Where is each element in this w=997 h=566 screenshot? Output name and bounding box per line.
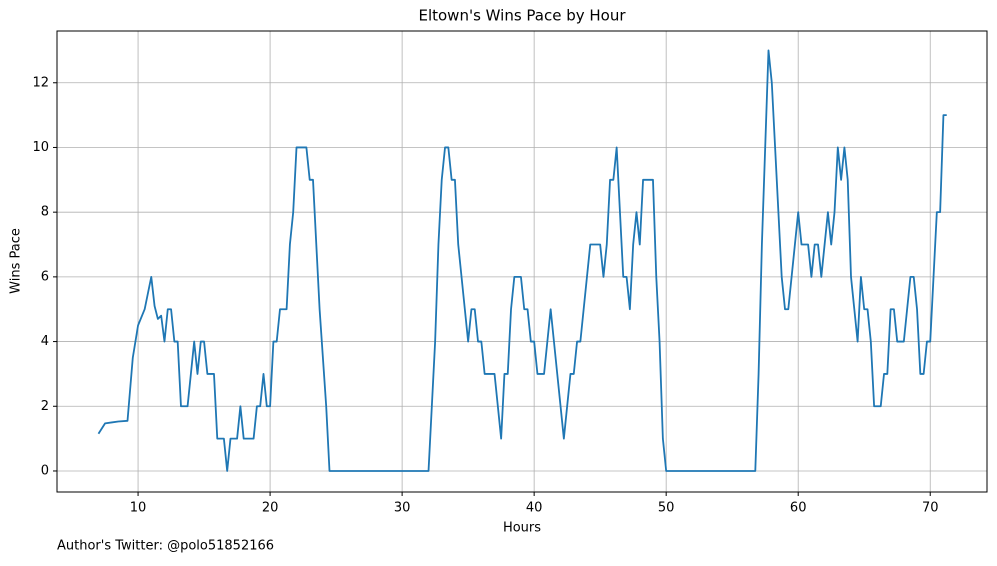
plot-frame <box>56 30 988 493</box>
x-axis-label: Hours <box>503 521 541 536</box>
x-tick-label: 20 <box>262 501 279 516</box>
chart-title: Eltown's Wins Pace by Hour <box>418 7 626 25</box>
y-tick-label: 0 <box>41 463 49 478</box>
x-tick-label: 10 <box>130 501 147 516</box>
x-tick-label: 60 <box>790 501 807 516</box>
y-tick-label: 4 <box>41 334 49 349</box>
x-tick-label: 50 <box>658 501 675 516</box>
data-line <box>97 49 947 472</box>
x-tick-label: 70 <box>922 501 939 516</box>
x-tick-label: 40 <box>526 501 543 516</box>
x-tick-label: 30 <box>394 501 411 516</box>
footer-note: Author's Twitter: @polo51852166 <box>57 539 274 554</box>
y-tick-label: 10 <box>32 140 49 155</box>
y-axis-label: Wins Pace <box>9 228 24 294</box>
y-tick-label: 6 <box>41 269 49 284</box>
y-tick-label: 2 <box>41 399 49 414</box>
y-tick-label: 12 <box>32 75 49 90</box>
y-tick-label: 8 <box>41 205 49 220</box>
